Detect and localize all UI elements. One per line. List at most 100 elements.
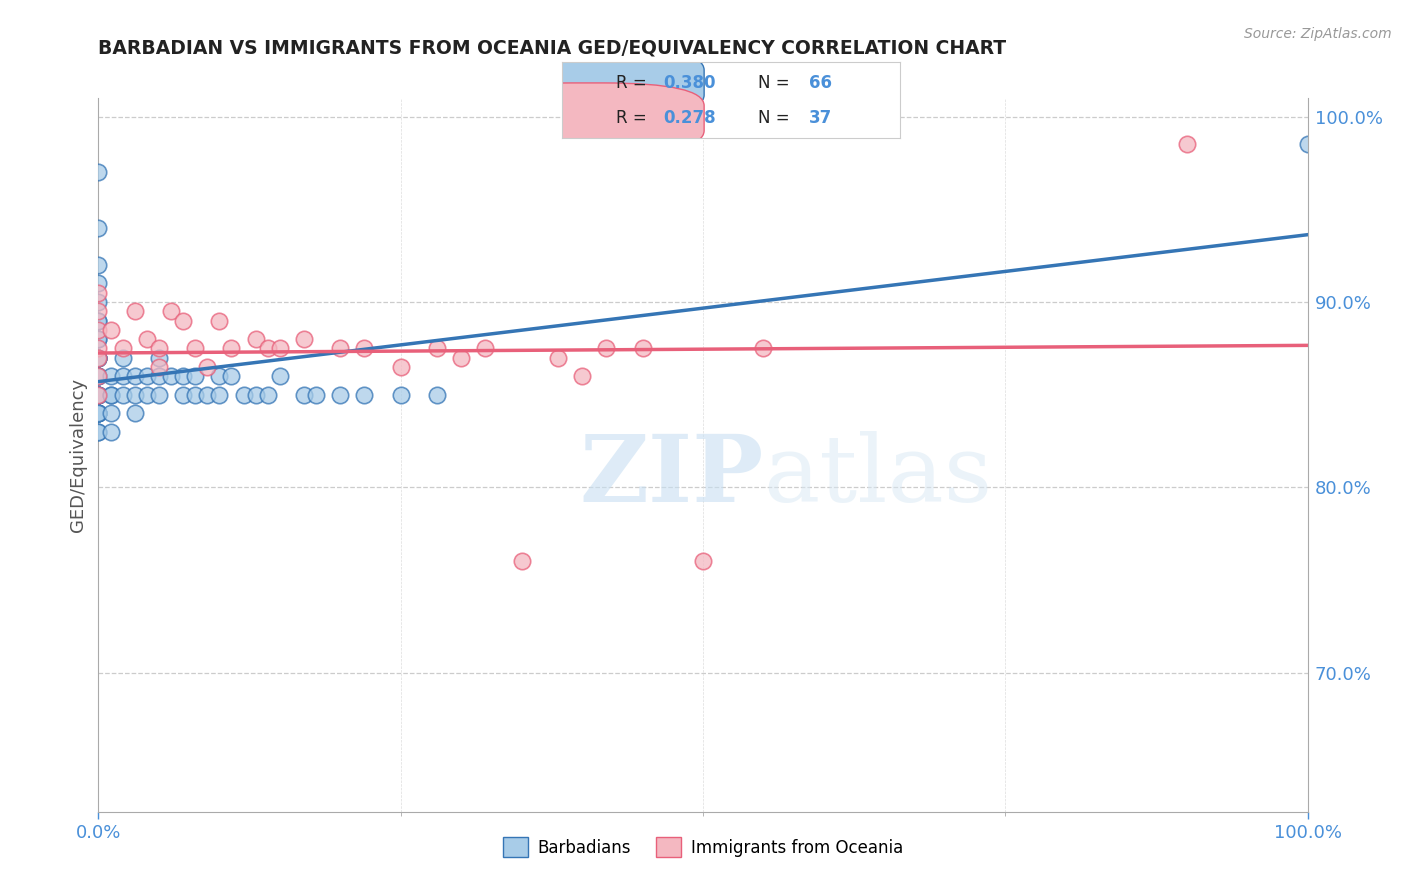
Point (135, 332, 157, 346)
Text: R =: R = (616, 109, 652, 128)
Point (87, 406, 110, 420)
Point (172, 313, 194, 327)
Point (87, 285, 110, 300)
Point (184, 369, 207, 384)
Point (87, 295, 110, 310)
Point (135, 369, 157, 384)
Point (305, 387, 328, 401)
Point (111, 387, 134, 401)
Point (87, 406, 110, 420)
Point (100, 425, 122, 439)
Point (160, 304, 183, 318)
Point (208, 387, 231, 401)
Point (571, 369, 593, 384)
Point (426, 387, 449, 401)
Point (87, 387, 110, 401)
Point (245, 332, 267, 346)
Point (221, 342, 243, 356)
Point (353, 342, 375, 356)
Point (100, 406, 122, 420)
Point (208, 313, 231, 327)
Point (111, 342, 134, 356)
Point (135, 387, 157, 401)
Point (87, 332, 110, 346)
Legend: Barbadians, Immigrants from Oceania: Barbadians, Immigrants from Oceania (496, 830, 910, 864)
Point (87, 369, 110, 384)
FancyBboxPatch shape (471, 47, 704, 118)
Point (87, 351, 110, 365)
Point (172, 369, 194, 384)
Point (547, 351, 569, 365)
Point (124, 406, 146, 420)
Point (111, 351, 134, 365)
Point (87, 351, 110, 365)
Text: N =: N = (758, 109, 794, 128)
FancyBboxPatch shape (471, 83, 704, 153)
Point (87, 387, 110, 401)
Point (87, 387, 110, 401)
Point (148, 387, 170, 401)
Point (329, 342, 352, 356)
Point (100, 369, 122, 384)
Point (595, 342, 617, 356)
Point (87, 351, 110, 365)
Text: N =: N = (758, 73, 794, 92)
Point (87, 406, 110, 420)
Point (87, 323, 110, 337)
Point (184, 387, 207, 401)
Text: Source: ZipAtlas.com: Source: ZipAtlas.com (1244, 27, 1392, 41)
Point (87, 277, 110, 291)
Point (474, 342, 496, 356)
Point (87, 369, 110, 384)
Text: 66: 66 (808, 73, 832, 92)
Point (111, 369, 134, 384)
Point (160, 369, 183, 384)
Point (100, 387, 122, 401)
Point (87, 313, 110, 327)
Text: 0.278: 0.278 (664, 109, 716, 128)
Point (1175, 137, 1198, 152)
Point (87, 369, 110, 384)
Text: ZIP: ZIP (579, 432, 763, 521)
Point (510, 554, 533, 568)
Point (195, 359, 218, 374)
Point (389, 387, 412, 401)
Text: BARBADIAN VS IMMIGRANTS FROM OCEANIA GED/EQUIVALENCY CORRELATION CHART: BARBADIAN VS IMMIGRANTS FROM OCEANIA GED… (98, 39, 1007, 58)
Point (184, 342, 207, 356)
Point (87, 258, 110, 272)
Point (208, 369, 231, 384)
Point (631, 342, 654, 356)
Point (1296, 137, 1319, 152)
Point (87, 369, 110, 384)
Text: 37: 37 (808, 109, 832, 128)
Point (245, 387, 267, 401)
Point (87, 406, 110, 420)
Point (87, 351, 110, 365)
Point (329, 387, 352, 401)
Point (148, 359, 170, 374)
Point (87, 387, 110, 401)
Point (148, 369, 170, 384)
Point (100, 323, 122, 337)
Point (752, 342, 775, 356)
Point (87, 304, 110, 318)
Point (426, 342, 449, 356)
Point (87, 351, 110, 365)
Point (256, 342, 278, 356)
Point (87, 406, 110, 420)
Point (87, 387, 110, 401)
Point (389, 359, 412, 374)
Text: atlas: atlas (763, 432, 993, 521)
Point (256, 387, 278, 401)
Point (172, 387, 194, 401)
Text: 0.380: 0.380 (664, 73, 716, 92)
Point (292, 332, 315, 346)
Point (87, 387, 110, 401)
Point (269, 369, 291, 384)
Point (124, 304, 146, 318)
Point (124, 387, 146, 401)
Point (87, 332, 110, 346)
Point (87, 406, 110, 420)
Point (87, 342, 110, 356)
Point (269, 342, 291, 356)
